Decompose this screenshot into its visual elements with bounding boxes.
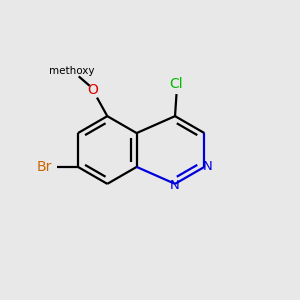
Text: N: N (203, 160, 213, 173)
Text: Br: Br (36, 160, 52, 174)
Text: methoxy: methoxy (49, 66, 94, 76)
Text: Cl: Cl (170, 77, 183, 91)
Text: N: N (170, 179, 180, 192)
Text: O: O (87, 83, 98, 97)
